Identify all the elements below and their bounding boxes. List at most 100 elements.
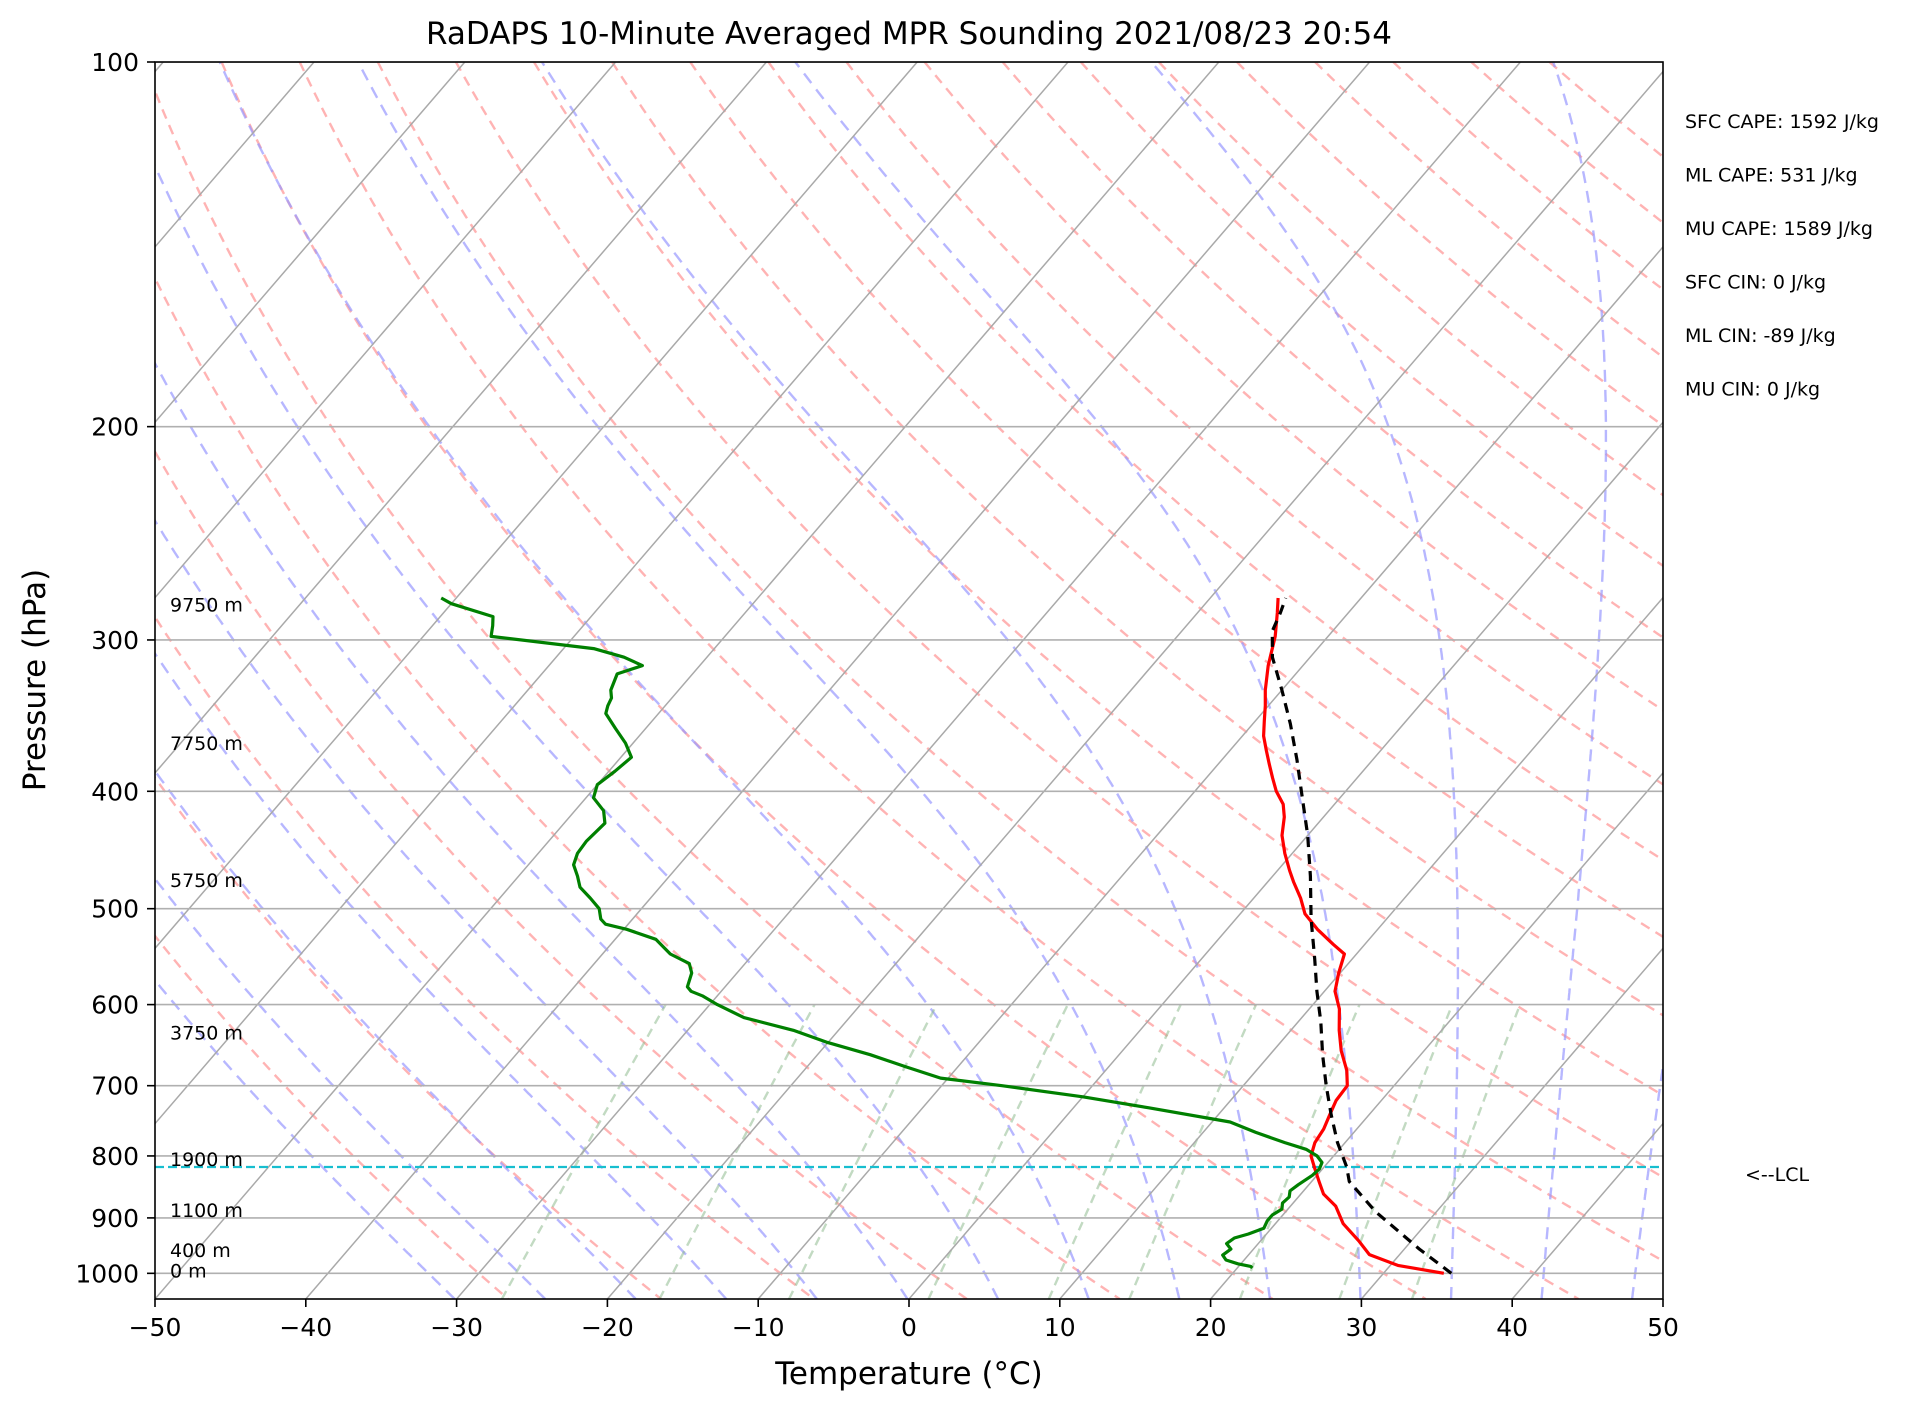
x-tick-label: −40 [279, 1313, 332, 1342]
dry-adiabat-line [1236, 62, 1663, 428]
moist-adiabat-line [794, 62, 1362, 1299]
isotherm-line [305, 62, 1371, 1299]
isotherm-line [155, 62, 466, 424]
moist-adiabat-line [1150, 62, 1460, 1299]
isotherm-line [1662, 1297, 1663, 1299]
dry-adiabat-line [1079, 62, 1663, 568]
dry-adiabat-line [532, 62, 1663, 1097]
stat-label: SFC CAPE: 1592 J/kg [1685, 111, 1879, 133]
height-label: 3750 m [170, 1022, 243, 1044]
isotherm-line [757, 245, 1663, 1299]
mixing-ratio-line [1238, 1004, 1361, 1299]
isotherm-line [155, 62, 617, 599]
height-label: 7750 m [170, 733, 243, 755]
mixing-ratio-line [1410, 1004, 1522, 1299]
x-tick-label: 10 [1044, 1313, 1076, 1342]
dry-adiabat-line [923, 62, 1663, 712]
y-tick-label: 600 [91, 991, 139, 1020]
x-tick-label: 0 [901, 1313, 917, 1342]
moist-adiabat-line [155, 978, 456, 1299]
moist-adiabat-line [155, 360, 909, 1299]
mixing-ratio-line [927, 1004, 1069, 1299]
y-tick-label: 900 [91, 1204, 139, 1233]
dry-adiabat-line [611, 62, 1663, 1017]
moist-adiabat-line [155, 876, 547, 1299]
x-axis-label: Temperature (°C) [774, 1356, 1043, 1392]
dry-adiabat-line [155, 275, 1121, 1299]
isotherm-line [155, 62, 1069, 1125]
y-tick-label: 300 [91, 626, 139, 655]
isotherm-line [155, 62, 767, 775]
isotherm-line [0, 62, 12, 1299]
mixing-ratio-line [1047, 1004, 1182, 1299]
dry-adiabat-line [298, 62, 1580, 1299]
height-label: 1900 m [170, 1149, 243, 1171]
dry-adiabat-line [155, 614, 815, 1299]
isotherm-line [1210, 771, 1663, 1299]
isotherm-line [155, 62, 1220, 1299]
dry-adiabat-line [845, 62, 1663, 786]
y-axis-label: Pressure (hPa) [17, 569, 53, 791]
height-label: 0 m [170, 1260, 207, 1282]
dewpoint-profile-line [440, 596, 1324, 1270]
x-tick-label: 20 [1195, 1313, 1227, 1342]
stat-label: ML CAPE: 531 J/kg [1685, 165, 1858, 187]
moist-adiabat-line [218, 62, 1090, 1299]
isotherm-line [1511, 1122, 1663, 1299]
isotherm-line [1059, 596, 1663, 1299]
moist-adiabat-line [1630, 1057, 1663, 1299]
dry-adiabat-line [1470, 62, 1663, 225]
mixing-ratio-line [1128, 1004, 1258, 1299]
isotherm-line [1360, 947, 1663, 1299]
stat-label: SFC CIN: 0 J/kg [1685, 272, 1826, 294]
isotherm-line [1814, 62, 1925, 1299]
dry-adiabat-line [767, 62, 1663, 862]
mixing-ratio-line [658, 1004, 816, 1299]
y-tick-label: 400 [91, 777, 139, 806]
y-tick-label: 1000 [75, 1259, 139, 1288]
height-label: 9750 m [170, 594, 243, 616]
x-tick-label: −50 [129, 1313, 182, 1342]
temperature-profile-line [1262, 597, 1445, 1275]
isotherm-line [456, 62, 1521, 1299]
x-tick-label: 50 [1647, 1313, 1679, 1342]
height-label: 5750 m [170, 870, 243, 892]
dry-adiabat-line [155, 775, 662, 1299]
dry-adiabat-line [1392, 62, 1663, 291]
y-tick-label: 100 [91, 48, 139, 77]
moist-adiabat-line [155, 651, 728, 1299]
mixing-ratio-line [1338, 1004, 1454, 1299]
moist-adiabat-line [1540, 62, 1608, 1299]
height-label: 400 m [170, 1240, 231, 1262]
x-tick-label: −30 [430, 1313, 483, 1342]
stat-label: MU CIN: 0 J/kg [1685, 379, 1820, 401]
isotherm-line [908, 421, 1663, 1299]
y-tick-label: 700 [91, 1072, 139, 1101]
stat-label: MU CAPE: 1589 J/kg [1685, 218, 1873, 240]
dry-adiabat-line [155, 934, 509, 1299]
lcl-label: <--LCL [1745, 1164, 1809, 1186]
stat-label: ML CIN: -89 J/kg [1685, 325, 1836, 347]
parcel-profile-line [1270, 597, 1453, 1275]
height-label: 1100 m [170, 1200, 243, 1222]
dry-adiabat-line [689, 62, 1663, 939]
x-tick-label: −10 [732, 1313, 785, 1342]
x-tick-label: 40 [1496, 1313, 1528, 1342]
dry-adiabat-line [155, 87, 1274, 1299]
dry-adiabat-line [1314, 62, 1663, 359]
isotherm-line [606, 70, 1663, 1299]
dry-adiabat-line [155, 449, 968, 1299]
moist-adiabat-line [155, 163, 1000, 1299]
dry-adiabat-line [376, 62, 1663, 1263]
y-tick-label: 200 [91, 413, 139, 442]
y-tick-label: 500 [91, 895, 139, 924]
dry-adiabat-line [454, 62, 1663, 1179]
x-tick-label: −20 [581, 1313, 634, 1342]
y-tick-label: 800 [91, 1142, 139, 1171]
isotherm-line [155, 62, 918, 950]
moist-adiabat-line [155, 518, 818, 1299]
dry-adiabat-line [1548, 62, 1663, 159]
moist-adiabat-line [155, 768, 637, 1299]
